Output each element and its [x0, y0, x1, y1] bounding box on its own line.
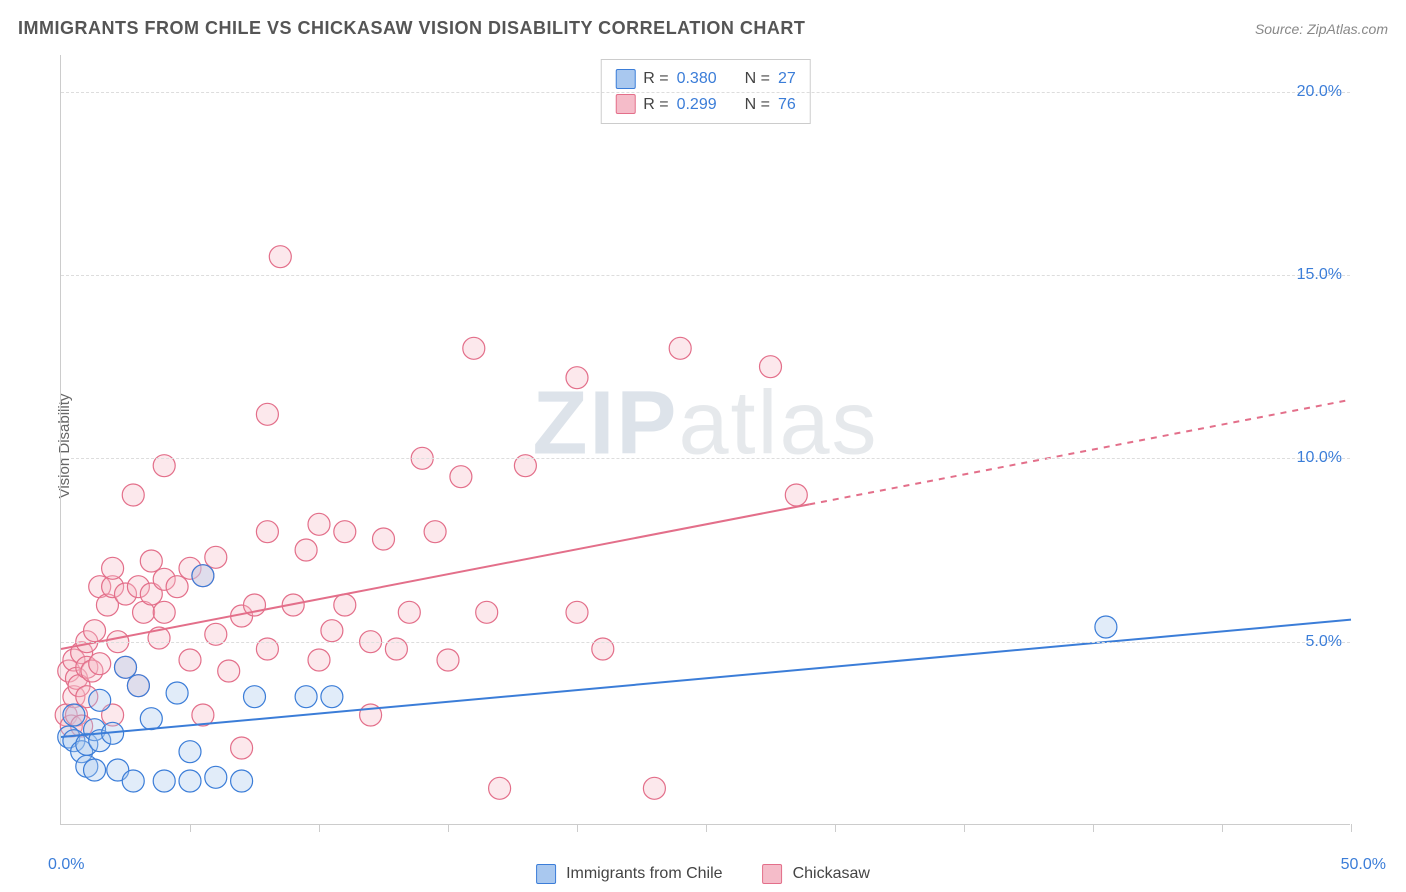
y-tick-label: 15.0% [1297, 266, 1342, 284]
scatter-point [153, 601, 175, 623]
scatter-point [256, 403, 278, 425]
x-tick [448, 824, 449, 832]
x-tick [1222, 824, 1223, 832]
scatter-point [308, 513, 330, 535]
scatter-point [424, 521, 446, 543]
gridline-h [61, 92, 1350, 93]
scatter-point [192, 565, 214, 587]
scatter-point [373, 528, 395, 550]
legend-swatch-pink [615, 94, 635, 114]
title-bar: IMMIGRANTS FROM CHILE VS CHICKASAW VISIO… [18, 18, 1388, 39]
x-tick-label-50: 50.0% [1341, 856, 1386, 874]
legend-label: Immigrants from Chile [566, 865, 722, 883]
scatter-point [166, 576, 188, 598]
scatter-point [463, 337, 485, 359]
plot-svg [61, 55, 1350, 824]
scatter-point [489, 777, 511, 799]
scatter-point [566, 601, 588, 623]
x-tick [319, 824, 320, 832]
scatter-point [231, 737, 253, 759]
scatter-point [785, 484, 807, 506]
scatter-point [166, 682, 188, 704]
trend-line-dashed [809, 400, 1351, 505]
chart-title: IMMIGRANTS FROM CHILE VS CHICKASAW VISIO… [18, 18, 805, 39]
scatter-point [476, 601, 498, 623]
scatter-point [398, 601, 420, 623]
scatter-point [153, 770, 175, 792]
scatter-point [231, 770, 253, 792]
scatter-point [89, 689, 111, 711]
scatter-point [84, 620, 106, 642]
scatter-point [1095, 616, 1117, 638]
r-label: R = [643, 92, 668, 118]
scatter-point [643, 777, 665, 799]
legend-label: Chickasaw [793, 865, 870, 883]
x-tick [1351, 824, 1352, 832]
legend-item-chile: Immigrants from Chile [536, 864, 722, 884]
scatter-point [89, 653, 111, 675]
legend-stats-row-1: R = 0.380 N = 27 [615, 66, 796, 92]
legend-swatch-pink-2 [763, 864, 783, 884]
r-value-2: 0.299 [677, 92, 717, 118]
scatter-point [218, 660, 240, 682]
scatter-point [321, 686, 343, 708]
scatter-point [84, 759, 106, 781]
legend-swatch-blue [615, 69, 635, 89]
x-tick [964, 824, 965, 832]
n-label: N = [745, 66, 770, 92]
n-value-2: 76 [778, 92, 796, 118]
x-tick-label-0: 0.0% [48, 856, 84, 874]
gridline-h [61, 458, 1350, 459]
plot-area: ZIPatlas R = 0.380 N = 27 R = 0.299 N = … [60, 55, 1350, 825]
scatter-point [63, 704, 85, 726]
legend-stats-row-2: R = 0.299 N = 76 [615, 92, 796, 118]
x-tick [1093, 824, 1094, 832]
r-value-1: 0.380 [677, 66, 717, 92]
scatter-point [115, 656, 137, 678]
scatter-point [244, 686, 266, 708]
scatter-point [760, 356, 782, 378]
legend-swatch-blue-2 [536, 864, 556, 884]
gridline-h [61, 275, 1350, 276]
legend-item-chickasaw: Chickasaw [763, 864, 870, 884]
scatter-point [122, 484, 144, 506]
scatter-point [669, 337, 691, 359]
scatter-point [295, 686, 317, 708]
scatter-point [566, 367, 588, 389]
scatter-point [179, 770, 201, 792]
scatter-point [437, 649, 459, 671]
scatter-point [205, 546, 227, 568]
x-tick [706, 824, 707, 832]
scatter-point [122, 770, 144, 792]
scatter-point [256, 521, 278, 543]
scatter-point [102, 557, 124, 579]
r-label: R = [643, 66, 668, 92]
x-tick [577, 824, 578, 832]
n-value-1: 27 [778, 66, 796, 92]
n-label: N = [745, 92, 770, 118]
scatter-point [179, 741, 201, 763]
scatter-point [140, 550, 162, 572]
source-label: Source: ZipAtlas.com [1255, 21, 1388, 37]
y-tick-label: 20.0% [1297, 83, 1342, 101]
y-tick-label: 5.0% [1306, 633, 1342, 651]
scatter-point [269, 246, 291, 268]
x-tick [835, 824, 836, 832]
trend-line [61, 620, 1351, 737]
scatter-point [127, 675, 149, 697]
x-tick [190, 824, 191, 832]
scatter-point [308, 649, 330, 671]
scatter-point [295, 539, 317, 561]
scatter-point [334, 594, 356, 616]
scatter-point [179, 649, 201, 671]
scatter-point [334, 521, 356, 543]
y-tick-label: 10.0% [1297, 449, 1342, 467]
scatter-point [140, 708, 162, 730]
scatter-point [321, 620, 343, 642]
legend-series: Immigrants from Chile Chickasaw [536, 864, 870, 884]
scatter-point [450, 466, 472, 488]
scatter-point [205, 766, 227, 788]
gridline-h [61, 642, 1350, 643]
